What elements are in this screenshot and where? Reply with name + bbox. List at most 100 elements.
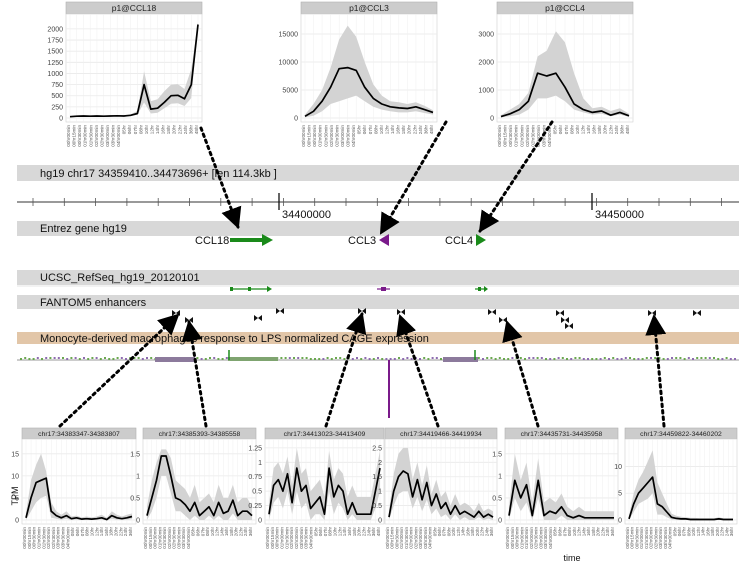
x-tick-label: 03hr30min [423, 527, 428, 549]
x-tick-label: 14hr [461, 527, 466, 537]
x-tick-label: 02hr00min [289, 527, 294, 549]
enhancer-marker-icon [693, 310, 701, 316]
x-tick-label: 00hr00min [66, 125, 71, 147]
x-tick-label: 36hr [423, 125, 428, 135]
x-tick-label: 48hr [429, 125, 434, 135]
cage-signal-dot [431, 357, 434, 359]
callout-arrow [478, 120, 554, 233]
cage-signal-dot [57, 357, 60, 359]
y-tick-label: 1.5 [130, 451, 140, 458]
series-line [69, 24, 199, 118]
cage-signal-dot [477, 357, 480, 359]
y-tick-label: 5000 [282, 88, 298, 95]
y-tick-label: 0.5 [252, 489, 262, 496]
x-tick-label: 03hr00min [658, 527, 663, 549]
callout-arrow [58, 313, 180, 428]
x-tick-label: 02hr00min [525, 125, 530, 147]
enhancer-track-bar [17, 295, 739, 309]
cage-signal-dot [95, 357, 98, 359]
x-tick-label: 20hr [715, 527, 720, 537]
x-tick-label: 00hr30min [312, 125, 317, 147]
x-tick-label: 06hr [196, 527, 201, 537]
cage-signal-dot [557, 357, 560, 359]
x-tick-label: 16hr [592, 125, 597, 135]
y-tick-label: 500 [51, 93, 63, 100]
y-tick-label: 1 [498, 473, 502, 480]
x-tick-label: 05hr [191, 527, 196, 537]
x-tick-label: 07hr [564, 125, 569, 135]
x-tick-label: 20hr [475, 527, 480, 537]
x-axis-title: time [563, 553, 580, 563]
callout-arrow [181, 319, 208, 428]
x-tick-label: 18hr [710, 527, 715, 537]
x-tick-label: 36hr [619, 125, 624, 135]
panel-title: p1@CCL18 [112, 3, 157, 13]
y-tick-label: 1 [258, 460, 262, 467]
callout-arrow [199, 126, 242, 229]
x-tick-label: 10hr [333, 527, 338, 537]
cage-signal-dot [578, 357, 581, 359]
y-tick-label: 10000 [279, 60, 299, 67]
x-tick-label: 04hr00min [116, 125, 121, 147]
x-tick-label: 00hr30min [32, 527, 37, 549]
y-tick-label: 1000 [478, 88, 494, 95]
x-tick-label: 03hr00min [340, 125, 345, 147]
x-tick-label: 02hr30min [99, 125, 104, 147]
x-tick-label: 01hr00min [399, 527, 404, 549]
x-tick-label: 24hr [418, 125, 423, 135]
x-tick-label: 22hr [362, 527, 367, 537]
confidence-band [147, 449, 252, 520]
x-tick-label: 00hr30min [508, 125, 513, 147]
cage-signal-dot [519, 357, 522, 359]
cage-signal-dot [326, 357, 329, 359]
x-tick-label: 18hr [470, 527, 475, 537]
cage-signal-dot [137, 357, 140, 359]
x-tick-label: 08hr [447, 527, 452, 537]
x-tick-label: 22hr [412, 125, 417, 135]
cage-signal-dot [725, 357, 728, 359]
y-tick-label: 0 [618, 518, 622, 525]
x-tick-label: 18hr [229, 527, 234, 537]
cage-signal-dot [498, 357, 501, 359]
cage-signal-dot [120, 357, 123, 359]
x-tick-label: 24hr [243, 527, 248, 537]
x-tick-label: 01hr30min [88, 125, 93, 147]
cage-signal-dot [503, 358, 505, 360]
x-tick-label: 00hr15min [27, 527, 32, 549]
x-tick-label: 10hr [575, 125, 580, 135]
x-tick-label: 36hr [248, 527, 253, 537]
cage-signal-dot [633, 358, 636, 360]
x-tick-label: 08hr [567, 526, 572, 536]
x-tick-label: 00hr00min [497, 125, 502, 147]
x-tick-label: 02hr00min [409, 527, 414, 549]
cage-signal-dot [91, 357, 94, 359]
ruler-label: 34450000 [595, 209, 644, 221]
cage-signal-dot [687, 357, 690, 359]
y-tick-label: 1.5 [492, 451, 502, 458]
y-tick-label: 0 [59, 116, 63, 123]
x-tick-label: 20hr [407, 124, 412, 134]
x-tick-label: 03hr30min [663, 527, 668, 549]
x-tick-label: 05hr [122, 125, 127, 135]
x-tick-label: 02hr30min [172, 527, 177, 549]
series-line [508, 479, 614, 519]
cage-signal-dot [36, 357, 39, 359]
x-tick-label: 00hr15min [510, 527, 515, 549]
x-tick-label: 12hr [385, 125, 390, 135]
x-tick-label: 01hr30min [162, 527, 167, 549]
y-tick-label: 1.25 [248, 445, 262, 452]
confidence-band [70, 22, 198, 118]
x-tick-label: 08hr [687, 527, 692, 537]
x-tick-label: 24hr [123, 527, 128, 537]
y-tick-label: 1250 [47, 60, 63, 67]
x-tick-label: 05hr [313, 527, 318, 537]
cage-signal-dot [536, 357, 539, 359]
cage-signal-dot [364, 357, 367, 359]
x-tick-label: 01hr30min [404, 527, 409, 549]
x-tick-label: 01hr00min [37, 527, 42, 549]
x-tick-label: 03hr30min [61, 527, 66, 549]
x-tick-label: 14hr [581, 527, 586, 537]
